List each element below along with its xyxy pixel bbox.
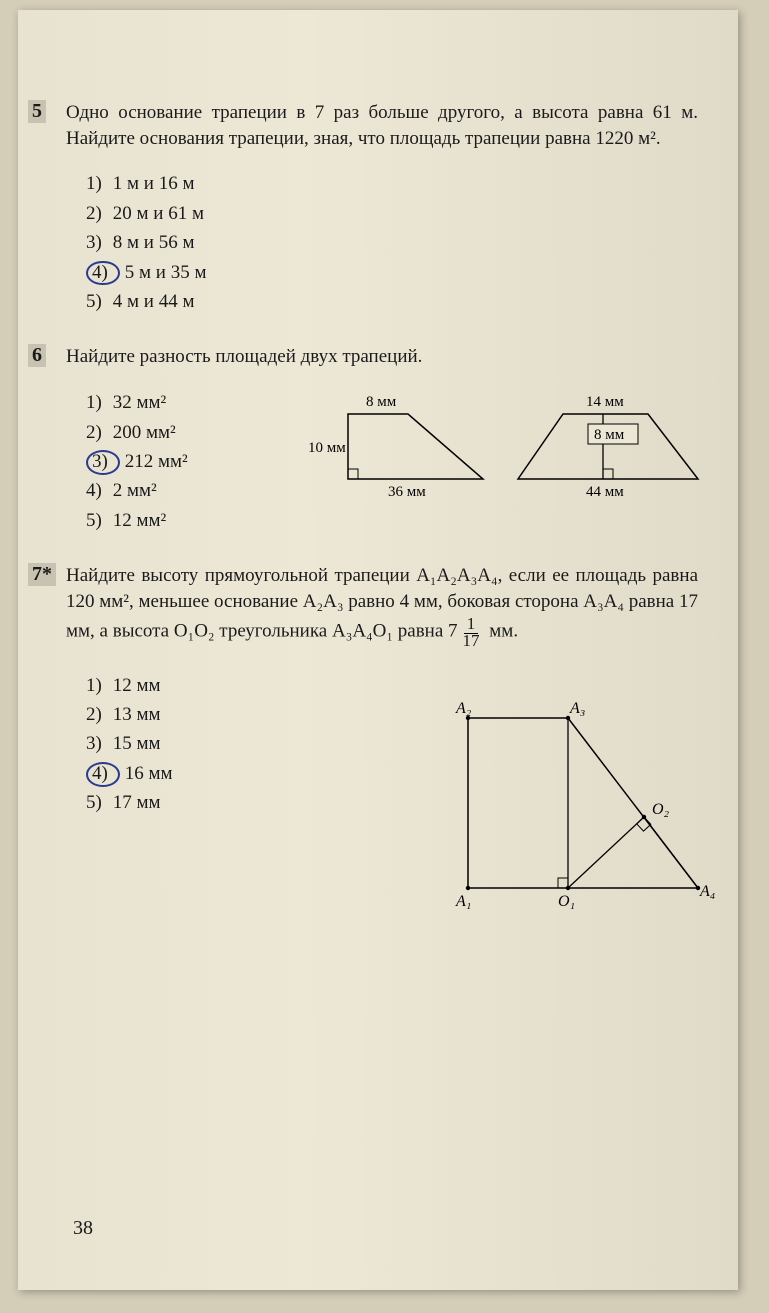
fraction-denominator: 17 (460, 631, 483, 650)
option-marker: 4) (86, 476, 108, 505)
option-text: 17 мм (113, 792, 161, 813)
problem-text: Найдите высоту прямоугольной трапеции A₁… (66, 563, 698, 648)
option-marker: 1) (86, 671, 108, 700)
option-text: 4 м и 44 м (113, 291, 195, 312)
option-text: 5 м и 35 м (125, 262, 207, 283)
problem-7-options: 1) 12 мм 2) 13 мм 3) 15 мм 4) 16 мм 5) 1… (86, 671, 698, 818)
option-marker: 2) (86, 700, 108, 729)
option-marker: 3) (86, 450, 120, 475)
option-5: 5) 17 мм (86, 788, 698, 817)
option-4-circled: 4) 16 мм (86, 759, 698, 788)
option-text: 2 мм² (113, 480, 157, 501)
option-3-circled: 3) 212 мм² (86, 447, 698, 476)
problem-number: 6 (28, 344, 46, 367)
problem-number: 5 (28, 100, 46, 123)
option-text: 13 мм (113, 704, 161, 725)
problem-text-pre: Найдите высоту прямоугольной трапеции A₁… (66, 565, 698, 641)
option-marker: 5) (86, 788, 108, 817)
page-number: 38 (73, 1217, 93, 1240)
problem-text: Найдите разность площадей двух трапеций. (66, 344, 698, 370)
option-marker: 3) (86, 729, 108, 758)
option-text: 15 мм (113, 733, 161, 754)
option-text: 12 мм (113, 675, 161, 696)
option-text: 16 мм (125, 763, 173, 784)
label-A4: A₄ (699, 883, 715, 900)
problem-number: 7 (28, 563, 56, 586)
option-4: 4) 2 мм² (86, 476, 698, 505)
option-text: 212 мм² (125, 451, 188, 472)
option-text: 1 м и 16 м (113, 173, 195, 194)
option-marker: 1) (86, 388, 108, 417)
option-1: 1) 1 м и 16 м (86, 169, 698, 198)
option-marker: 3) (86, 228, 108, 257)
option-text: 200 мм² (113, 422, 176, 443)
option-2: 2) 13 мм (86, 700, 698, 729)
option-text: 32 мм² (113, 392, 167, 413)
problem-5: 5 Одно основание трапеции в 7 раз больше… (48, 100, 698, 316)
option-3: 3) 15 мм (86, 729, 698, 758)
problem-6-options: 1) 32 мм² 2) 200 мм² 3) 212 мм² 4) 2 мм²… (86, 388, 698, 535)
label-O1: O₁ (558, 893, 575, 910)
label-A1: A₁ (455, 893, 471, 910)
option-1: 1) 32 мм² (86, 388, 698, 417)
problem-7: 7 Найдите высоту прямоугольной трапеции … (48, 563, 698, 817)
problem-text: Одно основание трапеции в 7 раз больше д… (66, 100, 698, 151)
fraction: 117 (460, 615, 483, 649)
option-2: 2) 200 мм² (86, 418, 698, 447)
textbook-page: 5 Одно основание трапеции в 7 раз больше… (18, 10, 738, 1290)
problem-5-options: 1) 1 м и 16 м 2) 20 м и 61 м 3) 8 м и 56… (86, 169, 698, 316)
option-text: 12 мм² (113, 510, 167, 531)
option-marker: 4) (86, 762, 120, 787)
option-5: 5) 12 мм² (86, 506, 698, 535)
option-marker: 5) (86, 506, 108, 535)
option-marker: 2) (86, 418, 108, 447)
option-marker: 2) (86, 199, 108, 228)
option-marker: 1) (86, 169, 108, 198)
problem-text-post: мм. (485, 620, 519, 641)
option-marker: 4) (86, 261, 120, 286)
option-3: 3) 8 м и 56 м (86, 228, 698, 257)
option-5: 5) 4 м и 44 м (86, 287, 698, 316)
option-text: 8 м и 56 м (113, 232, 195, 253)
option-marker: 5) (86, 287, 108, 316)
option-4-circled: 4) 5 м и 35 м (86, 258, 698, 287)
problem-6: 6 Найдите разность площадей двух трапеци… (48, 344, 698, 535)
option-text: 20 м и 61 м (113, 203, 204, 224)
option-1: 1) 12 мм (86, 671, 698, 700)
option-2: 2) 20 м и 61 м (86, 199, 698, 228)
